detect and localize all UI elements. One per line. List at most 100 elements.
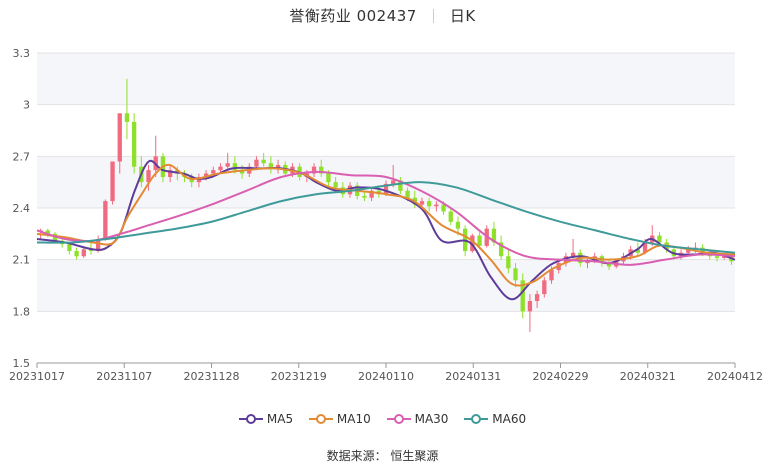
candle-body — [232, 163, 238, 171]
legend: MA5 MA10 MA30 MA60 — [0, 412, 765, 428]
y-tick-label: 1.5 — [13, 357, 31, 370]
x-tick-label: 20231128 — [184, 370, 240, 383]
candle-body — [383, 183, 389, 195]
x-tick-label: 20240229 — [533, 370, 589, 383]
x-tick-label: 20240131 — [445, 370, 501, 383]
y-tick-label: 1.8 — [13, 305, 31, 318]
candle-body — [635, 249, 641, 253]
candle-body — [124, 113, 130, 122]
legend-item-ma30[interactable]: MA30 — [386, 412, 449, 426]
candle-body — [268, 163, 274, 169]
candle-body — [254, 159, 259, 167]
candle-body — [427, 201, 432, 207]
candle-body — [686, 249, 691, 253]
candle-body — [513, 268, 518, 281]
chart-title: 誉衡药业 002437 日K — [0, 5, 765, 26]
legend-label-ma60: MA60 — [492, 412, 527, 426]
candle-body — [570, 252, 576, 257]
candle-body — [275, 164, 281, 169]
candle-body — [369, 190, 374, 198]
candle-body — [326, 173, 331, 183]
candle-body — [455, 221, 461, 229]
candle-body — [333, 182, 338, 188]
candle-body — [96, 239, 101, 252]
candle-body — [520, 280, 525, 312]
candle-body — [67, 244, 72, 252]
candle-body — [448, 211, 453, 222]
candle-body — [103, 201, 108, 239]
ma30-legend-icon — [386, 414, 411, 424]
candle-body — [146, 170, 151, 183]
candle-body — [319, 166, 324, 174]
candle-body — [131, 121, 137, 167]
grid-band — [37, 259, 735, 312]
data-source-value: 恒生聚源 — [390, 449, 439, 463]
candle-body — [714, 256, 720, 258]
legend-item-ma60[interactable]: MA60 — [464, 412, 526, 426]
y-tick-label: 3 — [23, 99, 30, 112]
y-tick-label: 2.4 — [13, 202, 31, 215]
candle-body — [441, 204, 446, 212]
candle-body — [491, 228, 497, 243]
data-source-label: 数据来源： — [326, 449, 387, 463]
y-tick-label: 2.7 — [13, 150, 31, 163]
candle-body — [167, 170, 173, 177]
x-tick-label: 20240412 — [707, 370, 763, 383]
candle-body — [657, 235, 662, 243]
legend-label-ma10: MA10 — [336, 412, 371, 426]
candle-body — [498, 242, 504, 257]
x-tick-label: 20231107 — [96, 370, 152, 383]
ma5-legend-icon — [238, 414, 263, 424]
legend-item-ma10[interactable]: MA10 — [308, 412, 371, 426]
candle-body — [117, 113, 122, 162]
candle-body — [239, 170, 245, 174]
candle-body — [110, 161, 115, 202]
data-source: 数据来源： 恒生聚源 — [0, 447, 765, 464]
candle-body — [81, 249, 86, 257]
y-tick-label: 2.1 — [13, 254, 31, 267]
candle-body — [391, 180, 396, 184]
candle-body — [225, 163, 230, 167]
candle-body — [218, 166, 223, 171]
candle-body — [419, 201, 425, 205]
candle-body — [261, 159, 266, 164]
candle-body — [606, 263, 612, 267]
candle-body — [642, 242, 648, 253]
candlestick-chart: 1.5 1.8 2.1 2.4 2.7 3 3.3 20231017 20231107 20231… — [9, 47, 763, 383]
candle-body — [549, 270, 554, 281]
candle-body — [470, 235, 475, 252]
candle-body — [311, 166, 317, 174]
x-tick-label: 20240110 — [358, 370, 414, 383]
ma60-line — [36, 181, 736, 254]
legend-label-ma30: MA30 — [414, 412, 449, 426]
candle-body — [527, 301, 533, 312]
candle-body — [506, 256, 511, 269]
ma10-line — [36, 163, 736, 287]
title-separator — [432, 9, 434, 23]
candle-body — [534, 294, 540, 301]
legend-label-ma5: MA5 — [266, 412, 294, 426]
grid-band — [37, 53, 735, 105]
candle-body — [542, 280, 547, 295]
x-tick-label: 20240321 — [620, 370, 676, 383]
ma10-legend-icon — [308, 414, 333, 424]
candle-body — [74, 251, 79, 257]
candle-body — [45, 230, 50, 234]
ma60-legend-icon — [464, 414, 489, 424]
candle-body — [405, 190, 410, 198]
candle-body — [362, 195, 367, 198]
candle-body — [211, 170, 216, 174]
legend-item-ma5[interactable]: MA5 — [238, 412, 294, 426]
x-tick-label: 20231017 — [9, 370, 65, 383]
period-label: 日K — [449, 7, 476, 25]
stock-name-code: 誉衡药业 002437 — [289, 7, 417, 25]
candle-body — [203, 173, 209, 177]
candle-body — [88, 249, 94, 252]
ma30-line — [36, 170, 736, 266]
y-tick-label: 3.3 — [13, 47, 31, 60]
candle-body — [477, 235, 482, 246]
candle-body — [434, 204, 439, 207]
x-tick-label: 20231219 — [271, 370, 327, 383]
candle-body — [398, 180, 403, 191]
candle-body — [722, 256, 727, 258]
